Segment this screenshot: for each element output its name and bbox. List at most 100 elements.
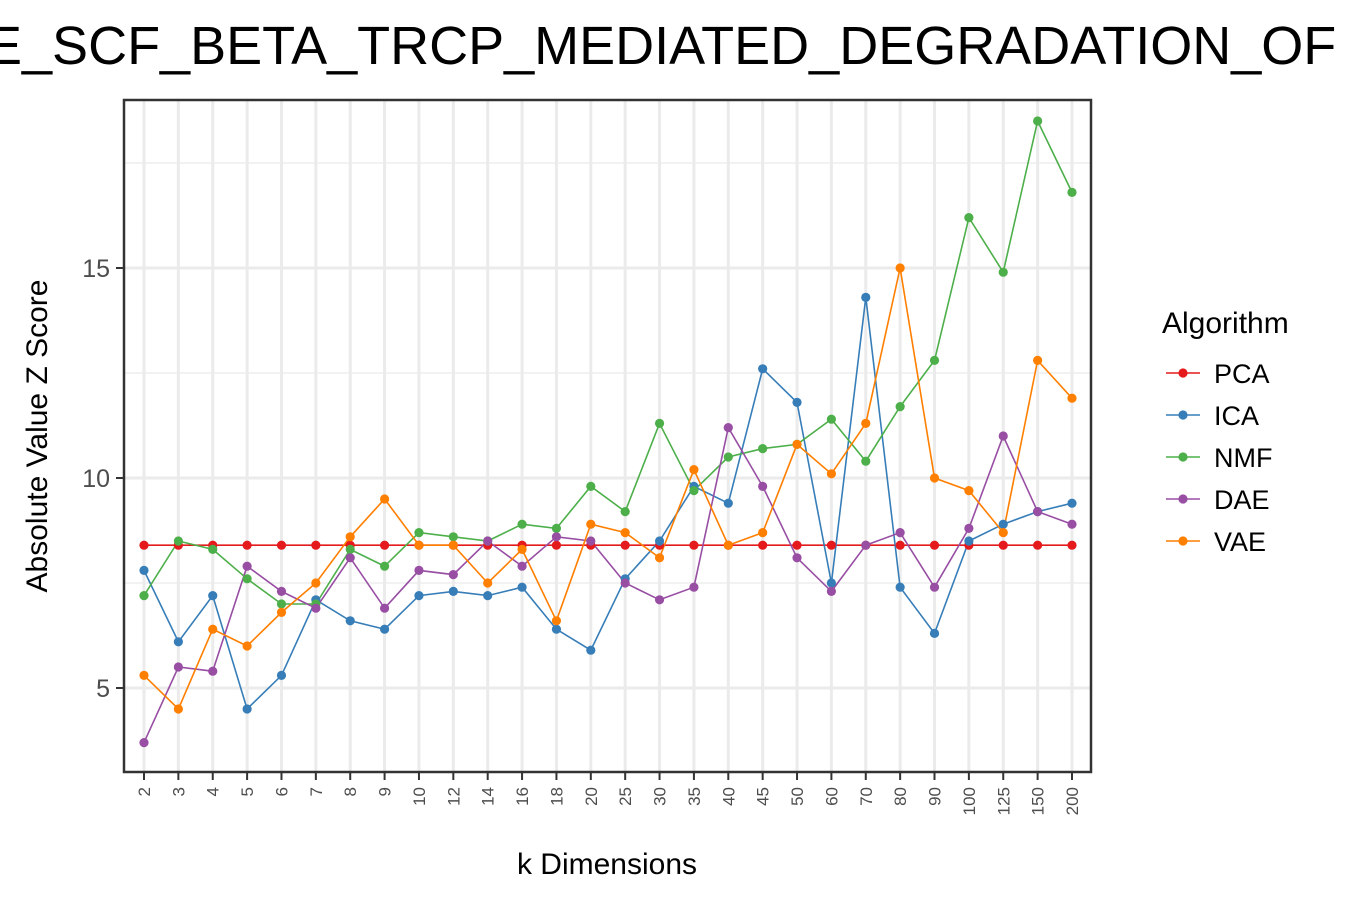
- data-point-nmf: [620, 507, 630, 517]
- series-line-vae: [143, 267, 1073, 711]
- data-point-vae: [1033, 355, 1043, 365]
- data-point-dae: [483, 536, 493, 546]
- legend-label: VAE: [1214, 527, 1266, 557]
- x-tick-label: 12: [444, 787, 463, 806]
- data-point-vae: [311, 578, 321, 588]
- data-point-ica: [483, 591, 493, 601]
- legend-title: Algorithm: [1162, 307, 1289, 340]
- data-point-dae: [345, 553, 355, 563]
- x-tick-label: 40: [719, 787, 738, 806]
- data-point-dae: [998, 431, 1008, 441]
- x-tick-label: 5: [238, 787, 257, 796]
- data-point-nmf: [758, 444, 768, 454]
- data-point-nmf: [242, 574, 252, 584]
- data-point-vae: [826, 469, 837, 479]
- data-point-ica: [414, 591, 424, 601]
- data-point-pca: [139, 540, 149, 550]
- data-point-nmf: [895, 402, 905, 412]
- data-point-ica: [826, 578, 837, 588]
- data-point-ica: [379, 624, 390, 634]
- data-point-nmf: [586, 481, 596, 491]
- plot-background: [124, 100, 1091, 772]
- data-point-dae: [173, 662, 183, 672]
- data-point-ica: [861, 292, 871, 302]
- x-tick-label: 9: [376, 787, 395, 796]
- chart-title: E_SCF_BETA_TRCP_MEDIATED_DEGRADATION_OF: [0, 16, 1336, 76]
- data-point-vae: [689, 465, 699, 475]
- x-tick-label: 6: [272, 787, 291, 796]
- legend-label: DAE: [1214, 485, 1270, 515]
- data-point-dae: [929, 582, 940, 592]
- legend-key-point: [1178, 410, 1188, 420]
- data-point-dae: [654, 595, 665, 605]
- data-point-vae: [551, 616, 562, 626]
- x-tick-label: 30: [651, 787, 670, 806]
- plot-border: [122, 98, 1093, 774]
- data-point-vae: [620, 528, 630, 538]
- data-point-dae: [1067, 519, 1077, 529]
- data-point-pca: [379, 540, 390, 550]
- data-point-vae: [483, 578, 493, 588]
- legend-item-ica: ICA: [1166, 401, 1259, 431]
- x-tick-label: 50: [788, 787, 807, 806]
- data-point-vae: [792, 439, 802, 449]
- data-point-nmf: [861, 456, 871, 466]
- legend-item-pca: PCA: [1166, 359, 1270, 389]
- data-point-pca: [895, 540, 905, 550]
- data-point-ica: [448, 586, 458, 597]
- data-point-ica: [895, 582, 905, 592]
- data-point-vae: [895, 263, 905, 273]
- legend-key-point: [1178, 494, 1188, 504]
- data-point-ica: [139, 565, 149, 576]
- legend-key-point: [1178, 368, 1188, 378]
- data-point-dae: [448, 570, 458, 580]
- x-tick-label: 20: [582, 787, 601, 806]
- data-point-vae: [586, 519, 596, 529]
- legend-label: PCA: [1214, 359, 1270, 389]
- x-tick-label: 4: [204, 787, 223, 796]
- x-tick-label: 10: [410, 787, 429, 806]
- series-line-dae: [143, 425, 1073, 743]
- x-tick-label: 45: [754, 787, 773, 806]
- data-point-dae: [1033, 507, 1043, 517]
- x-tick-label: 200: [1063, 787, 1082, 815]
- series-line-ica: [143, 297, 1073, 711]
- data-point-ica: [758, 364, 768, 374]
- data-point-nmf: [1067, 187, 1077, 197]
- data-point-nmf: [276, 599, 287, 609]
- data-point-vae: [964, 486, 974, 496]
- data-point-pca: [311, 540, 321, 550]
- data-point-vae: [654, 553, 665, 563]
- data-point-nmf: [379, 561, 390, 571]
- y-axis: 5 10 15: [82, 255, 124, 703]
- data-point-nmf: [654, 418, 665, 428]
- y-axis-title: Absolute Value Z Score: [21, 280, 54, 593]
- data-point-pca: [689, 540, 699, 550]
- data-point-vae: [998, 528, 1008, 538]
- data-point-dae: [861, 540, 871, 550]
- data-point-dae: [826, 586, 837, 597]
- x-tick-label: 80: [891, 787, 910, 806]
- x-tick-label: 150: [1029, 787, 1048, 815]
- data-point-pca: [998, 540, 1008, 550]
- data-point-ica: [723, 498, 733, 508]
- data-point-pca: [1067, 540, 1077, 550]
- data-point-nmf: [551, 523, 562, 534]
- data-point-nmf: [173, 536, 183, 546]
- y-tick-label: 5: [96, 675, 110, 703]
- data-point-vae: [345, 532, 355, 542]
- data-point-vae: [208, 624, 218, 634]
- data-point-ica: [792, 397, 802, 407]
- data-point-dae: [242, 561, 252, 571]
- x-tick-label: 3: [169, 787, 188, 796]
- x-axis-title: k Dimensions: [517, 848, 697, 881]
- data-point-pca: [551, 540, 562, 550]
- data-point-vae: [929, 473, 940, 483]
- legend-label: NMF: [1214, 443, 1272, 473]
- data-point-vae: [276, 607, 287, 618]
- data-point-vae: [448, 540, 458, 550]
- data-point-ica: [173, 637, 183, 647]
- data-point-dae: [311, 603, 321, 613]
- x-tick-label: 18: [547, 787, 566, 806]
